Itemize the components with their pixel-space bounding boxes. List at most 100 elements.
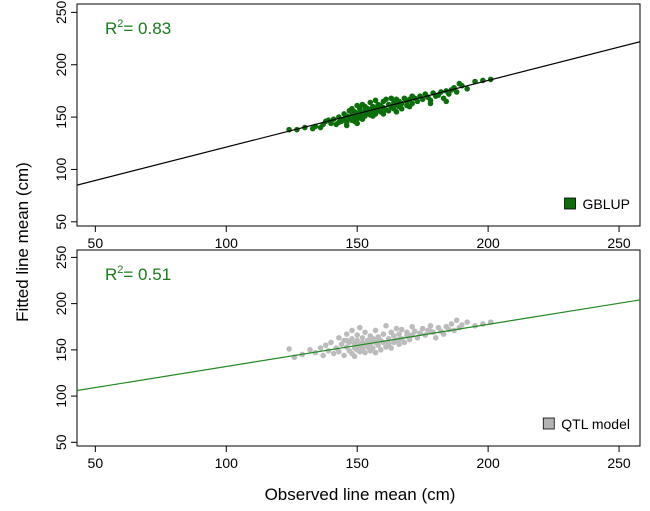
data-point xyxy=(351,353,358,360)
y-tick-label: 200 xyxy=(53,53,69,77)
data-point xyxy=(396,336,402,343)
y-tick-label: 150 xyxy=(53,105,69,129)
plot-frame xyxy=(76,3,641,227)
data-point xyxy=(396,341,402,348)
data-point xyxy=(336,348,342,355)
data-point xyxy=(432,335,439,341)
data-point xyxy=(396,331,402,337)
x-tick-label: 150 xyxy=(346,455,370,471)
legend-swatch xyxy=(564,197,576,210)
data-point xyxy=(380,331,387,337)
data-point xyxy=(341,352,347,359)
data-point xyxy=(412,328,418,335)
data-point xyxy=(388,345,395,351)
legend-label: GBLUP xyxy=(583,196,630,212)
legend: QTL model xyxy=(542,416,630,432)
data-point xyxy=(406,103,413,110)
r-squared-value: = 0.83 xyxy=(123,19,171,38)
data-point xyxy=(375,342,381,349)
y-tick-label: 100 xyxy=(53,384,69,408)
data-point xyxy=(380,111,387,117)
data-point xyxy=(328,120,334,127)
data-point xyxy=(419,325,426,332)
r-squared-label: R xyxy=(105,19,117,38)
data-point xyxy=(330,350,337,357)
data-point xyxy=(286,346,292,352)
data-point xyxy=(446,91,452,97)
data-point xyxy=(427,323,434,329)
data-point xyxy=(377,347,384,353)
data-point xyxy=(398,105,405,112)
data-point xyxy=(401,339,408,346)
data-point xyxy=(459,322,465,328)
data-point xyxy=(370,113,376,119)
data-point xyxy=(343,122,350,129)
data-point xyxy=(367,99,374,106)
x-axis-title: Observed line mean (cm) xyxy=(265,485,456,504)
y-tick-label: 200 xyxy=(53,292,69,316)
r-squared-value: = 0.51 xyxy=(123,265,171,284)
data-point xyxy=(328,339,334,346)
fit-line xyxy=(77,41,640,186)
data-point xyxy=(464,86,470,92)
x-tick-label: 100 xyxy=(215,235,239,251)
data-point xyxy=(391,333,397,339)
data-point xyxy=(393,109,400,115)
data-point xyxy=(406,333,413,339)
legend-swatch xyxy=(542,417,555,430)
data-point xyxy=(375,335,381,341)
data-point xyxy=(320,352,326,359)
data-point xyxy=(354,332,360,338)
y-tick-label: 250 xyxy=(53,246,69,270)
data-point xyxy=(343,337,350,344)
r-squared-annotation: R2= 0.83 xyxy=(105,18,171,38)
data-point xyxy=(443,98,450,105)
data-point xyxy=(383,96,389,103)
data-point xyxy=(336,335,342,341)
data-point xyxy=(385,108,392,114)
x-tick-label: 200 xyxy=(476,235,500,251)
data-point xyxy=(357,105,363,112)
data-point xyxy=(427,100,434,107)
r-squared-exponent: 2 xyxy=(117,264,123,276)
data-point xyxy=(359,335,366,341)
points-group xyxy=(286,317,494,361)
x-tick-label: 50 xyxy=(88,455,104,471)
x-tick-label: 150 xyxy=(346,235,370,251)
data-point xyxy=(354,337,360,344)
y-tick-label: 250 xyxy=(53,0,69,24)
legend-label: QTL model xyxy=(561,416,630,432)
data-point xyxy=(372,97,379,104)
x-tick-label: 200 xyxy=(476,455,500,471)
data-point xyxy=(317,345,324,351)
data-point xyxy=(427,328,434,335)
r-squared-label: R xyxy=(105,265,117,284)
data-point xyxy=(372,327,379,334)
data-point xyxy=(307,347,313,353)
x-tick-label: 250 xyxy=(607,235,631,251)
x-tick-label: 50 xyxy=(88,235,104,251)
data-point xyxy=(322,342,329,349)
data-point xyxy=(448,321,455,327)
y-tick-label: 150 xyxy=(53,338,69,362)
data-point xyxy=(453,317,460,324)
y-tick-label: 50 xyxy=(53,214,69,230)
data-point xyxy=(464,319,470,325)
r-squared-annotation: R2= 0.51 xyxy=(105,264,171,284)
data-point xyxy=(409,323,415,330)
data-point xyxy=(354,120,360,127)
y-axis-title: Fitted line mean (cm) xyxy=(13,162,32,322)
y-tick-label: 50 xyxy=(53,434,69,450)
data-point xyxy=(359,116,366,122)
panel-gblup: 50 100 150 200 250 50 100 150 200 250 R2= 0.83 GBLU… xyxy=(53,0,641,251)
data-point xyxy=(362,349,368,356)
r-squared-exponent: 2 xyxy=(117,18,123,30)
y-tick-label: 100 xyxy=(53,158,69,182)
x-tick-label: 100 xyxy=(215,455,239,471)
data-point xyxy=(372,349,379,356)
data-point xyxy=(453,89,460,95)
fit-line xyxy=(77,299,640,392)
data-point xyxy=(385,340,392,347)
legend: GBLUP xyxy=(564,196,630,212)
